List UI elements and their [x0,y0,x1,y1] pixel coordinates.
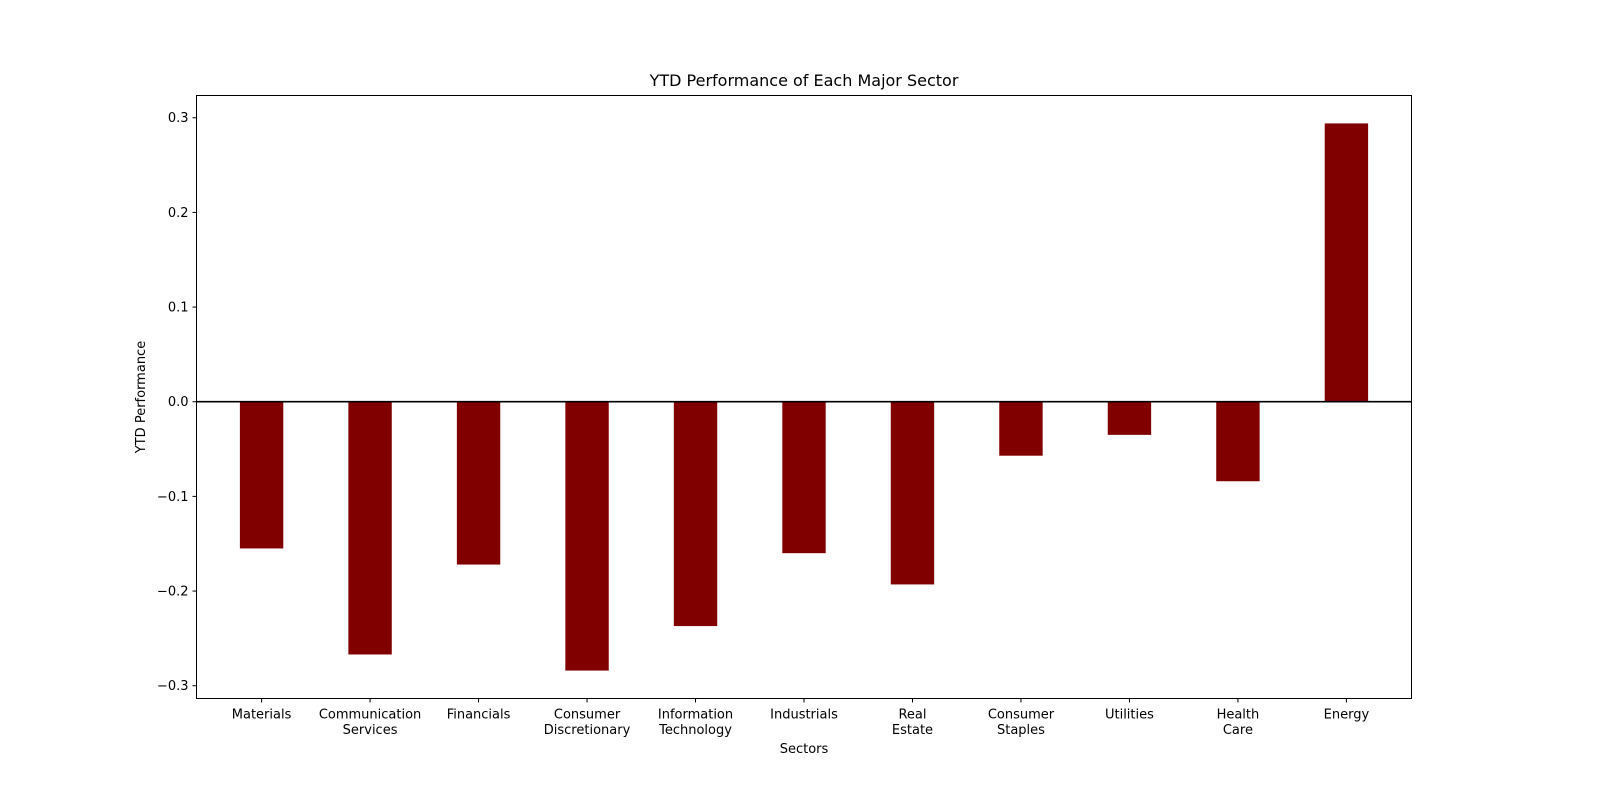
x-tick-label: Industrials [770,708,838,723]
bar-consumer-staples [999,401,1043,456]
bar-energy [1324,123,1369,402]
y-tick-label: 0.3 [168,111,189,126]
y-tick-label: −0.2 [157,585,189,600]
bar-consumer-discretionary [565,401,609,671]
x-tick-label: Discretionary [544,723,631,738]
x-tick-label: Information [658,708,733,723]
x-tick-label: Health [1217,708,1260,723]
x-tick-label: Real [898,708,926,723]
y-tick-label: 0.2 [168,206,189,221]
x-tick-label: Consumer [988,708,1055,723]
bar-industrials [782,401,826,554]
bar-communication-services [348,401,392,655]
x-tick-label: Communication [319,708,421,723]
x-tick-label: Care [1223,723,1253,738]
y-axis-title: YTD Performance [134,341,149,454]
y-tick-label: 0.0 [168,395,189,410]
bar-financials [456,401,501,565]
x-tick-label: Technology [658,723,732,738]
x-tick-label: Financials [447,708,511,723]
plot-frame [196,95,1412,699]
bar-information-technology [673,401,718,627]
y-tick-label: 0.1 [168,301,189,316]
bar-real-estate [890,401,935,585]
x-axis-title: Sectors [780,742,829,757]
x-tick-label: Materials [232,708,292,723]
y-tick-label: −0.1 [157,490,189,505]
x-tick-label: Energy [1324,708,1370,723]
bar-health-care [1216,401,1260,482]
x-tick-label: Estate [892,723,933,738]
bar-materials [239,401,284,549]
y-tick-label: −0.3 [157,679,189,694]
x-tick-label: Services [343,723,398,738]
x-tick-label: Consumer [554,708,621,723]
x-tick-label: Utilities [1105,708,1154,723]
x-tick-label: Staples [997,723,1045,738]
bar-utilities [1107,401,1152,435]
chart-title: YTD Performance of Each Major Sector [649,71,959,90]
